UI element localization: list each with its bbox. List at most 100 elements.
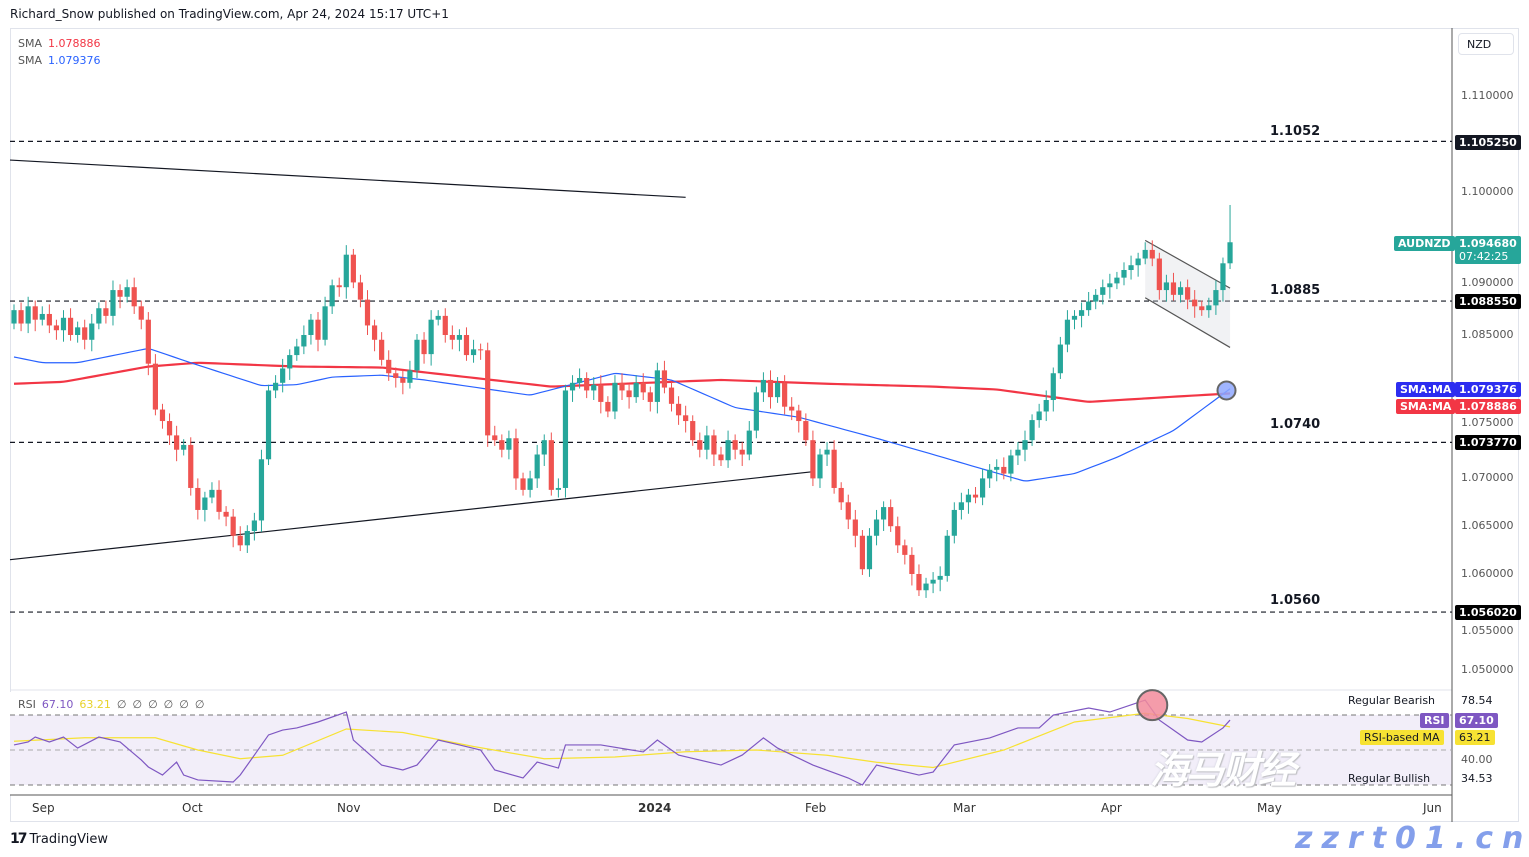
- sma200-legend-row[interactable]: SMA 1.078886: [18, 35, 101, 52]
- sma-legend[interactable]: SMA 1.078886 SMA 1.079376: [18, 35, 101, 69]
- bar-countdown: 07:42:25: [1459, 250, 1509, 263]
- candle-body: [1022, 440, 1028, 450]
- candle: [690, 415, 696, 446]
- candle-body: [605, 401, 611, 412]
- candle: [1163, 274, 1170, 302]
- sma-label: SMA: [18, 37, 42, 50]
- candle: [633, 375, 639, 403]
- candle: [619, 373, 625, 401]
- candle-body: [1199, 306, 1205, 311]
- candle-body: [258, 459, 265, 521]
- candle-body: [937, 575, 943, 580]
- candle: [1050, 367, 1056, 412]
- candle-body: [1100, 287, 1106, 295]
- candle: [485, 342, 491, 447]
- candle-body: [308, 319, 314, 335]
- candle-body: [675, 403, 682, 416]
- candle-body: [230, 516, 236, 536]
- candle: [1043, 390, 1049, 422]
- candle: [195, 478, 201, 520]
- rsi-legend[interactable]: RSI 67.10 63.21 ∅ ∅ ∅ ∅ ∅ ∅: [18, 698, 210, 711]
- flag-lower-line: [1144, 297, 1231, 348]
- candle-body: [994, 466, 1000, 470]
- candle-body: [1001, 466, 1007, 474]
- candle: [89, 313, 95, 352]
- candle: [937, 566, 943, 592]
- sma50-value: 1.079376: [48, 54, 101, 67]
- candle-body: [287, 355, 293, 369]
- candle-body: [803, 421, 809, 441]
- candle: [181, 439, 187, 456]
- tradingview-logo[interactable]: 17 TradingView: [10, 831, 108, 847]
- candle-body: [400, 378, 406, 383]
- candle-body: [987, 469, 993, 479]
- candle-body: [1050, 373, 1056, 401]
- candle-body: [569, 382, 576, 391]
- candle: [1036, 403, 1042, 428]
- candle-body: [909, 554, 915, 574]
- candle: [1156, 252, 1162, 300]
- candle-body: [237, 535, 243, 546]
- candle: [379, 332, 385, 366]
- sma50-legend-row[interactable]: SMA 1.079376: [18, 52, 101, 69]
- candle-body: [916, 574, 922, 591]
- candle: [322, 296, 328, 346]
- candle: [1008, 449, 1014, 482]
- candle-body: [82, 327, 88, 340]
- candle: [82, 319, 88, 350]
- candle: [188, 437, 194, 496]
- candle: [258, 449, 265, 532]
- candle: [1057, 336, 1063, 379]
- candle: [336, 277, 342, 297]
- sma-label: SMA: [18, 54, 42, 67]
- candle: [895, 516, 901, 553]
- candle-body: [845, 502, 851, 520]
- candle: [103, 300, 109, 324]
- candle-body: [32, 306, 38, 320]
- candle-body: [435, 315, 441, 320]
- candle-body: [485, 350, 491, 436]
- candle: [1121, 262, 1127, 286]
- rsi-ma-name-tag: RSI-based MA: [1360, 730, 1444, 745]
- candle-body: [67, 317, 74, 335]
- candle-body: [668, 387, 675, 404]
- candle-body: [1043, 400, 1049, 412]
- time-tick-label: Feb: [805, 801, 827, 815]
- candle: [562, 384, 569, 498]
- candle: [46, 304, 52, 334]
- watermark-chinese: 海马财经: [1150, 748, 1296, 792]
- candle: [909, 547, 915, 586]
- currency-button[interactable]: NZD: [1458, 33, 1514, 55]
- candle-body: [364, 299, 371, 326]
- candle-body: [181, 444, 187, 450]
- candle: [718, 446, 724, 466]
- regular-bullish-value: 34.53: [1461, 772, 1493, 785]
- candle: [541, 434, 547, 466]
- rsi-pane-bg: [10, 692, 1452, 795]
- candle: [979, 468, 986, 506]
- rsi-divergence-circle: [1136, 689, 1169, 722]
- candle-body: [1015, 449, 1021, 456]
- candle: [534, 444, 540, 488]
- regular-bearish-label: Regular Bearish: [1348, 694, 1436, 707]
- candle-body: [25, 306, 31, 324]
- price-tick-label: 1.100000: [1461, 184, 1514, 198]
- candle: [371, 319, 378, 352]
- candle-body: [789, 406, 795, 411]
- candle: [386, 350, 392, 381]
- candle-body: [1036, 411, 1042, 421]
- candle-body: [315, 319, 321, 340]
- candle: [1170, 272, 1177, 301]
- candle-body: [1192, 299, 1198, 307]
- candle-body: [499, 440, 505, 450]
- candle-body: [767, 379, 774, 398]
- candle: [782, 375, 788, 415]
- sma50-tag: 1.079376: [1455, 382, 1521, 397]
- candle: [456, 329, 463, 352]
- sma-cross-circle: [1216, 380, 1237, 401]
- candle-body: [39, 313, 45, 320]
- candle: [32, 300, 38, 332]
- candle-body: [562, 390, 569, 488]
- candle: [138, 300, 144, 330]
